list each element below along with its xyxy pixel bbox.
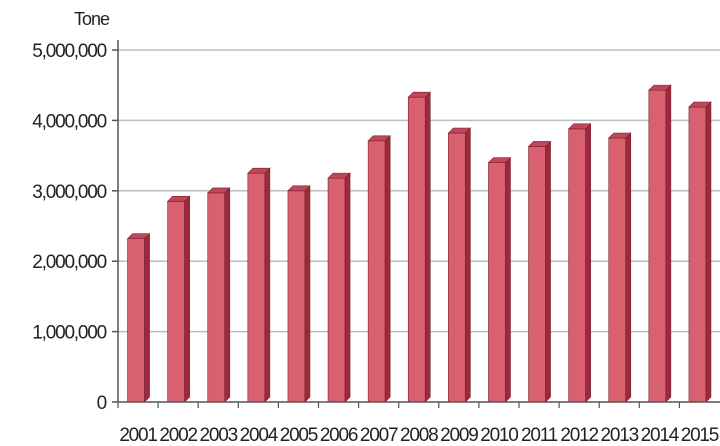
bar-side xyxy=(144,232,150,403)
bar-side xyxy=(304,185,311,403)
x-tick-label: 2004 xyxy=(240,425,279,446)
bar-side xyxy=(224,187,231,403)
bar xyxy=(567,123,592,403)
bar-top xyxy=(367,135,391,142)
bar xyxy=(126,232,151,403)
bar xyxy=(247,167,271,403)
y-tick-label: 3,000,000 xyxy=(32,182,106,203)
bar-side xyxy=(465,127,471,403)
bar xyxy=(166,195,191,403)
bar xyxy=(487,156,512,403)
bar-side xyxy=(184,195,190,403)
x-tick-label: 2007 xyxy=(360,425,398,446)
y-tick-label: 5,000,000 xyxy=(32,41,106,62)
x-tick-label: 2001 xyxy=(119,425,157,446)
bar-top xyxy=(447,127,472,134)
bar-side xyxy=(264,167,271,403)
y-tick-label: 1,000,000 xyxy=(32,323,106,344)
bar-front xyxy=(127,238,145,403)
x-tick-label: 2003 xyxy=(200,425,238,446)
bar-top xyxy=(487,157,512,163)
bar-front xyxy=(247,172,266,403)
bar-front xyxy=(608,137,627,403)
y-tick-label: 2,000,000 xyxy=(32,252,106,273)
bar-front xyxy=(568,128,586,403)
x-tick-label: 2015 xyxy=(681,425,719,446)
y-tick-label: 0 xyxy=(97,393,107,414)
x-tick-label: 2012 xyxy=(560,425,598,446)
bar-top xyxy=(207,187,231,194)
bar xyxy=(447,127,472,403)
bar-front xyxy=(488,162,506,403)
x-tick-label: 2014 xyxy=(641,425,680,446)
bar-top xyxy=(567,123,592,130)
bar-top xyxy=(166,196,191,202)
bar xyxy=(648,84,672,403)
bar-top xyxy=(327,172,351,179)
x-tick-label: 2002 xyxy=(159,425,197,446)
bar-top xyxy=(608,132,632,139)
bar xyxy=(287,185,311,403)
bar-side xyxy=(505,156,511,403)
bar-front xyxy=(167,201,185,403)
x-tick-label: 2013 xyxy=(601,425,639,446)
bar-front xyxy=(688,106,707,403)
bar-front xyxy=(327,177,346,403)
bar-front xyxy=(367,140,386,403)
bar-top xyxy=(648,84,672,91)
y-tick-label: 4,000,000 xyxy=(32,111,106,132)
bar-top xyxy=(287,185,311,192)
y-axis-unit-label: Tone xyxy=(74,9,110,29)
bar-side xyxy=(384,135,391,403)
bar-front xyxy=(648,89,667,403)
bar-side xyxy=(424,91,431,403)
bar-side xyxy=(344,172,351,403)
bar-top xyxy=(527,141,552,147)
bar-series xyxy=(126,84,712,403)
bar-front xyxy=(407,96,426,403)
x-axis: 2001 2002 2003 2004 2005 2006 2007 2008 2009 2010… xyxy=(117,401,720,446)
x-tick-label: 2010 xyxy=(480,425,518,446)
bar xyxy=(407,91,431,403)
bar xyxy=(688,101,712,403)
bar-front xyxy=(287,190,306,403)
bar-top xyxy=(126,233,151,239)
y-axis: 0 1,000,000 2,000,000 3,000,000 4,000,000 5,0… xyxy=(32,40,119,414)
bar-side xyxy=(705,101,712,403)
bar-front xyxy=(448,132,466,403)
bar xyxy=(527,140,552,403)
bar-side xyxy=(585,123,591,403)
x-tick-label: 2011 xyxy=(521,425,558,446)
bar-side xyxy=(625,132,632,403)
bar-top xyxy=(407,91,431,98)
x-tick-label: 2006 xyxy=(320,425,358,446)
bar-top xyxy=(247,167,271,174)
x-tick-label: 2005 xyxy=(280,425,318,446)
bar-side xyxy=(665,84,672,403)
bar xyxy=(327,172,351,403)
bar xyxy=(608,132,632,403)
x-tick-label: 2008 xyxy=(400,425,438,446)
bar-front xyxy=(207,192,226,403)
bar xyxy=(207,187,231,403)
bar-top xyxy=(688,101,712,108)
bar-side xyxy=(545,140,551,403)
x-tick-label: 2009 xyxy=(440,425,478,446)
bar-front xyxy=(528,146,546,403)
bar xyxy=(367,135,391,403)
